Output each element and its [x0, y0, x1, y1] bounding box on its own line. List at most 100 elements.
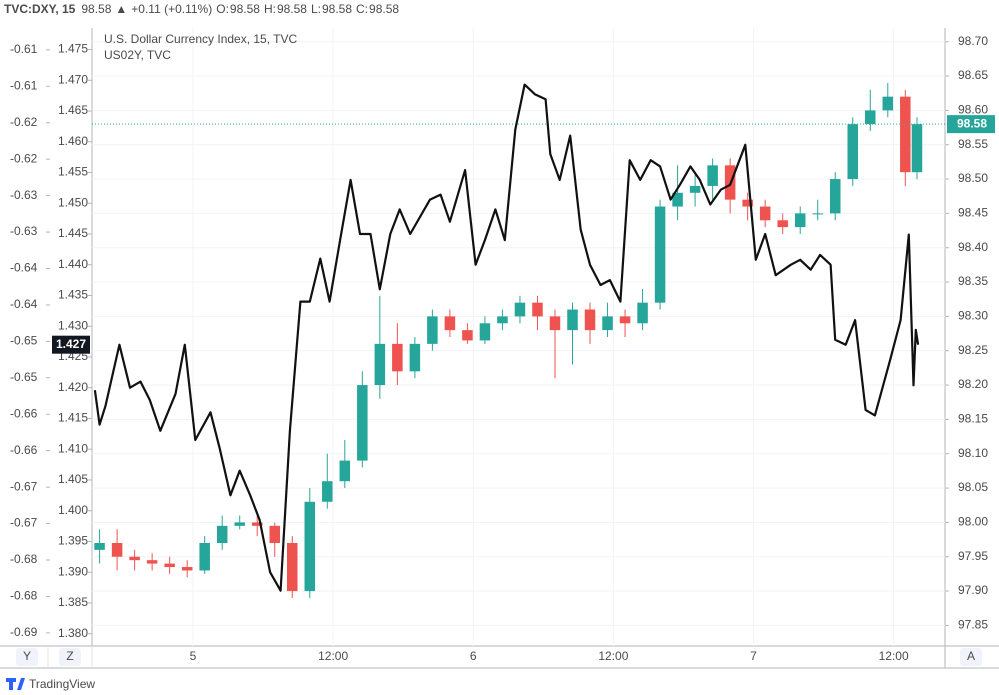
x-tick-label: 12:00: [598, 649, 628, 663]
header-value: 98.58: [230, 2, 260, 16]
header-value: +0.11 (+0.11%): [131, 2, 212, 16]
candle-body: [251, 522, 263, 526]
candle-body: [287, 543, 298, 592]
y3-tick-label: -0.64: [10, 261, 38, 275]
y2-tick-label: 1.385: [58, 595, 88, 609]
button-label[interactable]: Y: [23, 649, 31, 663]
candle-body: [322, 481, 333, 502]
y2-tick-label: 1.445: [58, 226, 88, 240]
candle-body: [199, 543, 210, 571]
candle-body: [829, 179, 841, 214]
button-z[interactable]: [59, 648, 81, 666]
y2-tick-label: 1.405: [58, 472, 88, 486]
button-a[interactable]: [960, 648, 982, 666]
header: TVC:DXY, 15: [4, 2, 76, 16]
header-value: 98.58: [81, 2, 111, 16]
candle-body: [812, 213, 823, 215]
y-tick-label: 98.35: [958, 274, 988, 288]
candle-body: [654, 206, 666, 303]
y-tick-label: 98.20: [958, 377, 988, 391]
logo-icon: [17, 678, 25, 690]
button-label[interactable]: A: [967, 649, 975, 663]
symbol: TVC:DXY, 15: [4, 2, 76, 16]
y-tick-label: 98.15: [958, 412, 988, 426]
y-tick-label: 98.05: [958, 480, 988, 494]
y-tick-label: 97.95: [958, 549, 988, 563]
candle-body: [234, 522, 245, 526]
y-tick-label: 98.70: [958, 34, 988, 48]
y2-tick-label: 1.460: [58, 134, 88, 148]
candle-body: [865, 110, 876, 125]
y3-tick-label: -0.61: [10, 78, 38, 92]
x-tick-label: 7: [750, 649, 757, 663]
candle-body: [497, 316, 508, 324]
legend-entry: U.S. Dollar Currency Index, 15, TVC: [104, 32, 298, 46]
y3-tick-label: -0.68: [10, 589, 38, 603]
y3-tick-label: -0.66: [10, 443, 38, 457]
y2-tick-label: 1.440: [58, 257, 88, 271]
candle-body: [619, 316, 631, 324]
candle-body: [146, 560, 158, 564]
candle-body: [672, 192, 683, 207]
header-value: ▲: [115, 2, 127, 16]
candle-body: [911, 124, 923, 173]
button-y[interactable]: [16, 648, 38, 666]
candle-body: [94, 543, 105, 550]
candle-body: [549, 316, 561, 331]
candle-body: [794, 213, 806, 228]
y-tick-label: 98.25: [958, 343, 988, 357]
y3-tick-label: -0.64: [10, 297, 38, 311]
candle-body: [269, 525, 280, 543]
y3-tick-label: -0.62: [10, 115, 38, 129]
candle-body: [374, 343, 386, 386]
candle-body: [111, 543, 123, 557]
y2-tick-label: 1.435: [58, 288, 88, 302]
y-tick-label: 98.45: [958, 206, 988, 220]
y-tick-label: 98.65: [958, 68, 988, 82]
x-tick-label: 12:00: [879, 649, 909, 663]
y2-tick-label: 1.475: [58, 42, 88, 56]
y-tick-label: 98.60: [958, 103, 988, 117]
header-key: H:: [264, 2, 276, 16]
y3-tick-label: -0.62: [10, 151, 38, 165]
candle-body: [742, 199, 753, 207]
last-value-label: 1.427: [56, 337, 86, 351]
y2-tick-label: 1.400: [58, 503, 88, 517]
y-tick-label: 98.30: [958, 309, 988, 323]
candle-body: [129, 556, 140, 561]
y-tick-label: 98.10: [958, 446, 988, 460]
candle-body: [479, 323, 491, 341]
header-key: L:: [311, 2, 321, 16]
y3-tick-label: -0.67: [10, 516, 38, 530]
candle-body: [584, 309, 596, 331]
y2-tick-label: 1.415: [58, 411, 88, 425]
y2-tick-label: 1.430: [58, 318, 88, 332]
brand-logo: TradingView: [6, 677, 95, 691]
header-value: 98.58: [369, 2, 399, 16]
y2-tick-label: 1.380: [58, 626, 88, 640]
candle-body: [216, 525, 228, 543]
candle-body: [602, 316, 613, 331]
y-tick-label: 97.90: [958, 583, 988, 597]
y2-tick-label: 1.450: [58, 195, 88, 209]
line-series: [93, 83, 920, 592]
y3-tick-label: -0.65: [10, 370, 38, 384]
y3-tick-label: -0.63: [10, 188, 38, 202]
x-tick-label: 6: [470, 649, 477, 663]
y-tick-label: 98.40: [958, 240, 988, 254]
last-price-box: [947, 115, 995, 134]
candle-body: [532, 302, 543, 317]
candle-body: [882, 96, 894, 111]
y-tick-label: 98.55: [958, 137, 988, 151]
candle-body: [900, 96, 911, 173]
y-tick-label: 98.50: [958, 171, 988, 185]
y2-tick-label: 1.455: [58, 165, 88, 179]
candle-body: [444, 316, 456, 331]
header-value: 98.58: [277, 2, 307, 16]
y3-tick-label: -0.61: [10, 42, 38, 56]
header-key: C:: [356, 2, 368, 16]
button-label[interactable]: Z: [66, 649, 73, 663]
x-tick-label: 5: [190, 649, 197, 663]
